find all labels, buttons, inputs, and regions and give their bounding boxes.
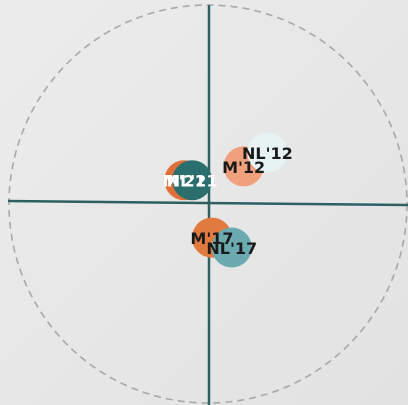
points: [164, 132, 288, 268]
point-label: NL'21: [167, 172, 218, 191]
point: [172, 160, 213, 201]
point-label: NL'12: [242, 144, 293, 163]
point-label: NL'17: [206, 239, 257, 258]
point-label: M'17: [190, 229, 233, 248]
point: [211, 227, 252, 268]
point-label: M'21: [163, 172, 206, 191]
point: [247, 132, 288, 173]
point-label: M'12: [222, 158, 265, 177]
